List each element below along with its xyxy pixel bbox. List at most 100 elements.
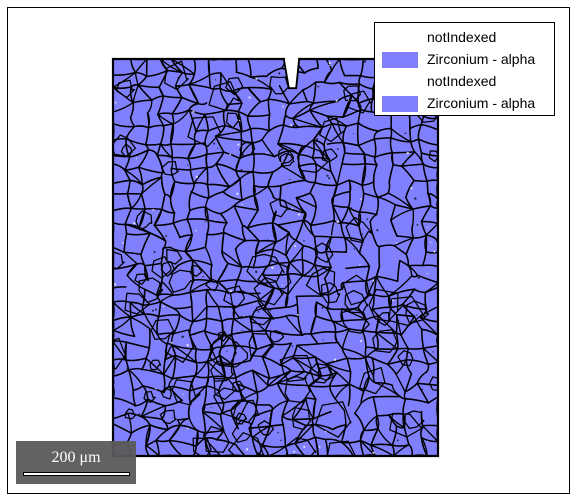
grain-boundary bbox=[188, 109, 197, 133]
grain-boundary bbox=[342, 142, 346, 154]
grain-boundary bbox=[140, 405, 166, 418]
grain-boundary bbox=[365, 315, 380, 321]
grain-boundary bbox=[404, 398, 430, 404]
small-grain-boundary bbox=[223, 285, 246, 308]
grain-boundary bbox=[206, 166, 209, 186]
boundary-speckle bbox=[397, 323, 400, 326]
grain-boundary bbox=[325, 250, 347, 253]
boundary-speckle bbox=[226, 377, 230, 380]
grain-boundary bbox=[124, 156, 131, 171]
grain-boundary bbox=[342, 125, 348, 144]
grain-boundary bbox=[255, 391, 259, 406]
grain-boundary bbox=[184, 234, 193, 253]
grain-boundary bbox=[373, 138, 377, 158]
grain-boundary bbox=[124, 207, 133, 226]
grain-boundary bbox=[126, 263, 138, 277]
grain-boundary bbox=[402, 398, 407, 415]
grain-boundary bbox=[387, 181, 391, 194]
boundary-speckle bbox=[186, 344, 189, 347]
grain-boundary bbox=[145, 127, 150, 146]
grain-boundary bbox=[315, 315, 333, 322]
grain-boundary bbox=[368, 375, 376, 384]
boundary-speckle bbox=[416, 314, 418, 316]
scale-bar-label: 200 μm bbox=[51, 449, 101, 466]
not-indexed-point bbox=[162, 305, 165, 308]
not-indexed-point bbox=[135, 157, 137, 160]
grain-boundary bbox=[137, 149, 150, 168]
grain-boundary bbox=[292, 102, 314, 120]
grain-boundary bbox=[132, 84, 139, 104]
grain-boundary bbox=[189, 375, 196, 392]
grain-boundary bbox=[343, 236, 348, 253]
grain-boundary bbox=[295, 239, 305, 247]
grain-boundary bbox=[255, 343, 274, 351]
grain-boundary bbox=[420, 205, 432, 223]
grain-boundary bbox=[161, 193, 166, 211]
boundary-speckle bbox=[294, 245, 296, 247]
grain-boundary bbox=[167, 424, 181, 431]
grain-boundary bbox=[137, 166, 143, 186]
grain-boundary bbox=[363, 415, 378, 431]
grain-boundary bbox=[288, 89, 304, 105]
grain-boundary bbox=[188, 390, 191, 404]
not-indexed-point bbox=[421, 388, 424, 391]
grain-boundary bbox=[309, 109, 328, 117]
grain-boundary bbox=[422, 347, 430, 366]
grain-boundary bbox=[334, 331, 339, 344]
not-indexed-point bbox=[336, 148, 339, 150]
grain-boundary bbox=[241, 265, 254, 269]
grain-boundary bbox=[309, 206, 317, 227]
grain-boundary bbox=[401, 288, 416, 306]
grain-boundary bbox=[216, 262, 229, 283]
small-grain-boundary bbox=[405, 300, 430, 325]
grain-boundary bbox=[233, 278, 239, 293]
grain-boundary bbox=[124, 169, 143, 186]
grain-boundary bbox=[310, 331, 337, 335]
grain-boundary bbox=[271, 400, 289, 411]
not-indexed-point bbox=[316, 138, 319, 141]
not-indexed-point bbox=[360, 198, 362, 200]
grain-boundary bbox=[295, 197, 317, 208]
boundary-speckle bbox=[366, 218, 369, 221]
boundary-speckle bbox=[204, 221, 206, 223]
grain-boundary bbox=[133, 125, 150, 129]
grain-boundary bbox=[373, 293, 390, 298]
grain-boundary bbox=[311, 139, 315, 159]
grain-boundary bbox=[281, 399, 289, 417]
boundary-speckle bbox=[304, 377, 307, 380]
boundary-speckle bbox=[432, 351, 434, 353]
grain-boundary bbox=[391, 151, 416, 154]
grain-boundary bbox=[294, 436, 317, 445]
grain-boundary bbox=[253, 184, 256, 197]
not-indexed-point bbox=[155, 388, 157, 390]
grain-boundary bbox=[361, 162, 367, 186]
small-grain-boundary bbox=[321, 148, 338, 163]
grain-boundary bbox=[421, 250, 427, 267]
small-grain-boundary bbox=[278, 147, 295, 165]
grain-boundary bbox=[375, 275, 399, 282]
grain-boundary bbox=[125, 357, 147, 362]
grain-boundary bbox=[405, 237, 415, 256]
grain-boundary bbox=[159, 294, 175, 303]
grain-boundary bbox=[130, 59, 137, 74]
grain-boundary bbox=[395, 359, 407, 375]
grain-boundary bbox=[369, 220, 377, 243]
grain-boundary bbox=[123, 251, 142, 256]
grain-boundary bbox=[189, 291, 193, 308]
grain-boundary bbox=[421, 328, 425, 350]
not-indexed-point bbox=[214, 79, 216, 81]
grain-boundary bbox=[252, 369, 269, 387]
grain-boundary bbox=[252, 153, 255, 173]
legend-label: notIndexed bbox=[427, 73, 497, 89]
grain-boundary bbox=[203, 385, 208, 407]
boundary-speckle bbox=[292, 124, 295, 127]
grain-boundary bbox=[193, 278, 213, 282]
grain-boundary bbox=[159, 301, 175, 310]
grain-boundary bbox=[179, 417, 190, 426]
grain-boundary bbox=[375, 331, 398, 334]
small-grain-boundary bbox=[208, 332, 237, 366]
small-grain-boundary bbox=[257, 420, 275, 436]
grain-boundary bbox=[113, 396, 137, 407]
not-indexed-point bbox=[289, 178, 291, 181]
grain-boundary bbox=[239, 142, 253, 160]
